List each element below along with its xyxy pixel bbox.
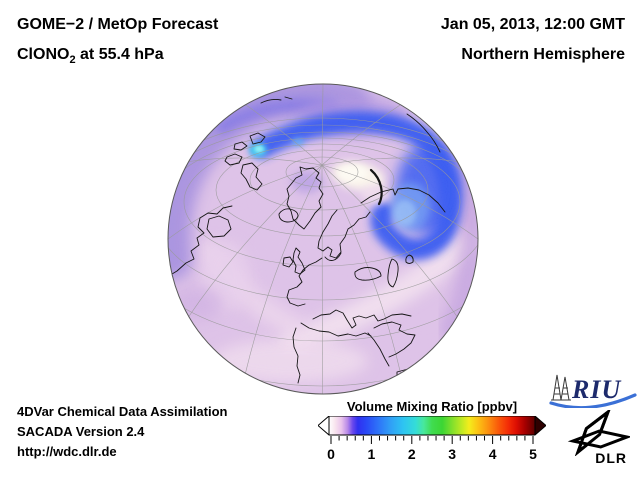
url-label: http://wdc.dlr.de [17,444,117,459]
colorbar-tick-label: 5 [529,446,537,462]
header-left: GOME−2 / MetOp Forecast ClONO2 at 55.4 h… [17,10,218,75]
cathedral-icon [551,374,571,401]
colorbar-tick-labels: 0 1 2 3 4 5 [318,446,546,462]
coastlines [168,96,446,391]
colorbar-tick-label: 1 [367,446,376,462]
globe-rim [167,83,479,395]
colorbar-right-arrow [535,416,546,435]
version-label: SACADA Version 2.4 [17,424,145,439]
dlr-arrow-icon [567,407,633,457]
globe-map [167,83,479,395]
colorbar-tick-label: 3 [448,446,457,462]
graticule [168,84,478,394]
header-right: Jan 05, 2013, 12:00 GMT Northern Hemisph… [441,10,625,70]
colorbar-ticks [330,436,534,444]
hemisphere-label: Northern Hemisphere [461,46,625,63]
dlr-wordmark: DLR [595,450,627,466]
assimilation-label: 4DVar Chemical Data Assimilation [17,404,228,419]
datetime-label: Jan 05, 2013, 12:00 GMT [440,16,625,33]
vmr-field [168,84,478,394]
species-subscript: 2 [69,54,76,67]
colorbar: Volume Mixing Ratio [ppbv] 0 1 2 3 4 5 [317,399,547,462]
colorbar-left-arrow [318,416,329,435]
dlr-logo: DLR [566,407,633,466]
species-name: ClONO [17,46,70,63]
colorbar-gradient [329,416,535,435]
riu-wordmark: RIU [571,375,621,404]
pressure-level: at 55.4 hPa [75,46,164,63]
riu-logo: RIU [548,370,638,410]
colorbar-title: Volume Mixing Ratio [ppbv] [346,399,518,414]
footer-left: 4DVar Chemical Data Assimilation SACADA … [17,402,228,462]
colorbar-tick-label: 0 [327,446,335,462]
species-level-title: ClONO2 at 55.4 hPa [17,40,218,75]
colorbar-tick-label: 4 [488,446,497,462]
colorbar-tick-label: 2 [407,446,416,462]
product-title: GOME−2 / MetOp Forecast [17,16,219,33]
riu-swoosh [549,393,637,410]
colorbar-scale [317,415,547,444]
